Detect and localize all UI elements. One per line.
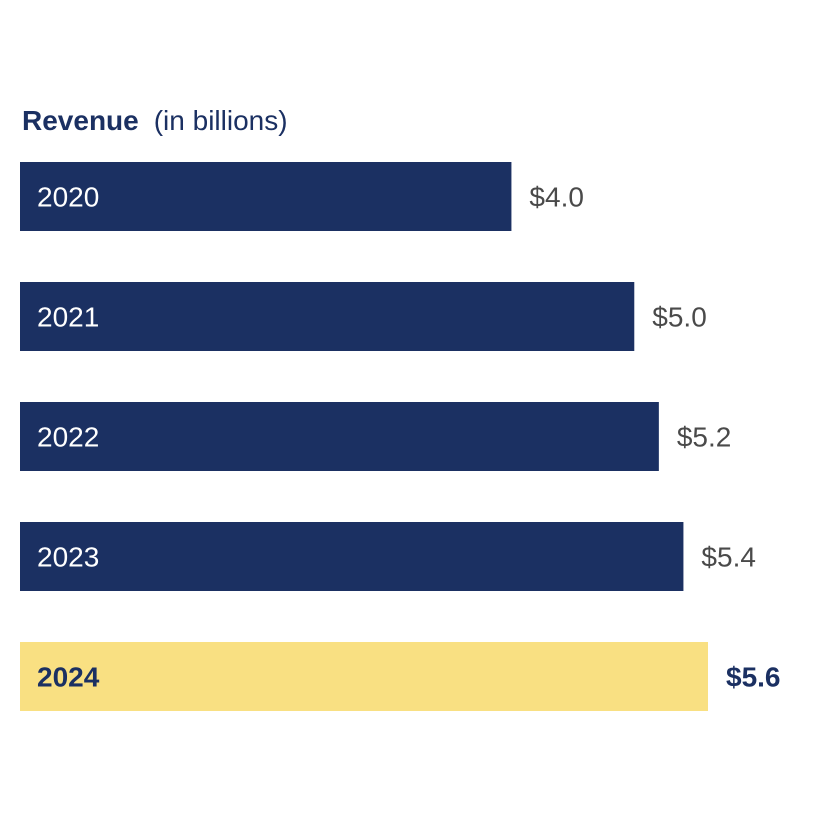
bar-2022: [20, 402, 659, 471]
category-label-2021: 2021: [37, 302, 99, 333]
chart-title-unit: (in billions): [154, 105, 288, 136]
bar-2020: [20, 162, 512, 231]
value-label-2024: $5.6: [726, 662, 781, 693]
value-label-2020: $4.0: [529, 182, 584, 213]
bar-2023: [20, 522, 684, 591]
value-label-2022: $5.2: [677, 422, 732, 453]
chart-title: Revenue (in billions): [22, 105, 288, 137]
bar-2024: [20, 642, 708, 711]
bars-layer: 2020 $4.0 2021 $5.0 2022 $5.2 2023 $5.4 2024 $5.6: [20, 162, 781, 711]
category-label-2022: 2022: [37, 422, 99, 453]
value-label-2023: $5.4: [701, 542, 756, 573]
category-label-2024: 2024: [37, 662, 100, 693]
category-label-2020: 2020: [37, 182, 99, 213]
bar-2021: [20, 282, 635, 351]
value-label-2021: $5.0: [652, 302, 707, 333]
category-label-2023: 2023: [37, 542, 99, 573]
chart-title-main: Revenue: [22, 105, 139, 136]
